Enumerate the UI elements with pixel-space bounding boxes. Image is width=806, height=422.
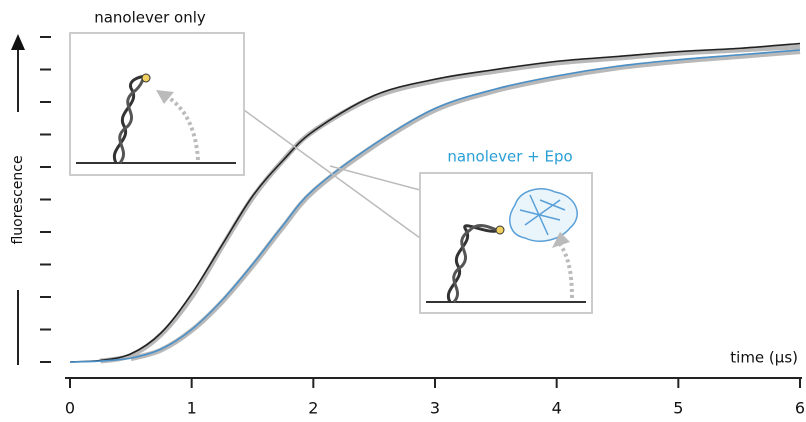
x-tick-label: 3	[430, 399, 440, 418]
x-tick-label: 0	[65, 399, 75, 418]
data-line	[69, 49, 801, 363]
connector	[243, 109, 421, 239]
plot	[69, 42, 801, 364]
axes: fluorescence time (µs) 0 1 2 3 4 5 6	[10, 34, 805, 418]
x-tick-label: 4	[552, 399, 562, 418]
insets: nanolever only nanolever + Epo	[69, 9, 593, 314]
motion-arrow	[164, 94, 200, 161]
annotation: nanolever only	[94, 9, 206, 27]
motion-arrow	[558, 242, 574, 299]
connector	[329, 165, 421, 191]
x-tick-label: 5	[673, 399, 683, 418]
dye	[141, 73, 151, 83]
x-tick-label: 6	[795, 399, 805, 418]
protein	[509, 188, 578, 242]
y-axis-label: fluorescence	[10, 155, 26, 244]
fit-line	[99, 44, 801, 364]
dna-strand	[118, 76, 147, 164]
x-axis-label: time (µs)	[730, 349, 798, 367]
data-line	[69, 42, 801, 363]
x-tick-label: 2	[308, 399, 318, 418]
y-arrow-head	[11, 34, 25, 50]
dye	[495, 225, 505, 235]
annotation: nanolever + Epo	[447, 148, 572, 166]
dna-strand	[452, 224, 499, 303]
x-tick-label: 1	[187, 399, 197, 418]
motion-arrow-head	[552, 232, 570, 248]
motion-arrow-head	[156, 90, 174, 104]
inset-box	[69, 32, 245, 176]
fit-line	[130, 49, 801, 362]
